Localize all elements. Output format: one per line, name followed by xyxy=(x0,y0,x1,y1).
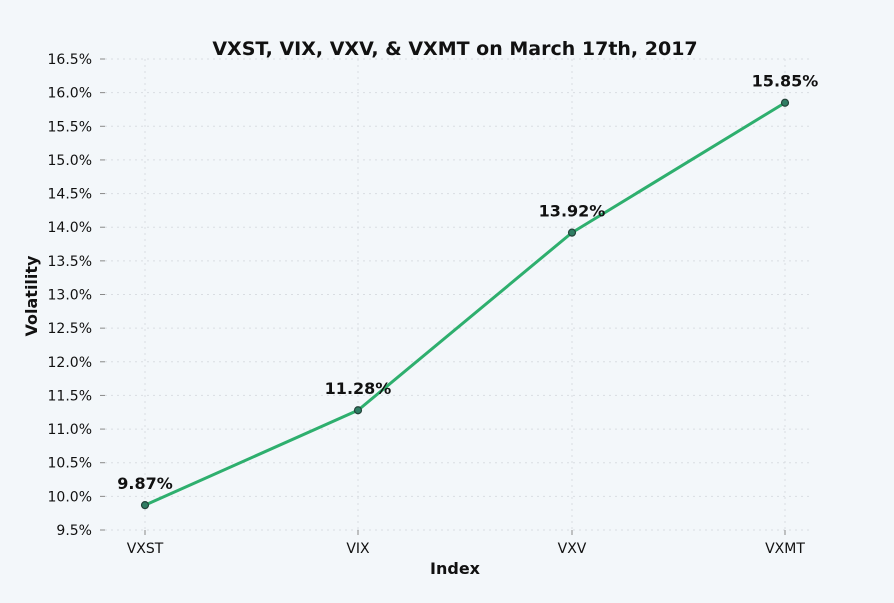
x-tick-label: VXMT xyxy=(765,541,805,557)
y-tick-label: 14.0% xyxy=(48,220,92,236)
grid-lines xyxy=(105,58,810,531)
data-point xyxy=(140,501,150,510)
y-tick-label: 15.0% xyxy=(48,153,92,169)
x-tick-label: VXST xyxy=(127,541,164,557)
y-tick-label: 12.5% xyxy=(48,321,92,337)
y-tick-label: 9.5% xyxy=(56,523,92,539)
data-point xyxy=(567,228,577,237)
x-axis-label: Index xyxy=(430,559,481,578)
y-tick-label: 11.0% xyxy=(48,422,92,438)
y-tick-label: 13.5% xyxy=(48,254,92,270)
y-tick-label: 16.0% xyxy=(48,86,92,102)
data-point xyxy=(353,406,363,415)
y-tick-label: 12.0% xyxy=(48,355,92,371)
y-tick-label: 14.5% xyxy=(48,187,92,203)
y-tick-label: 11.5% xyxy=(48,388,92,404)
y-tick-label: 16.5% xyxy=(48,52,92,68)
y-tick-label: 10.5% xyxy=(48,456,92,472)
series-line xyxy=(143,101,787,507)
data-label: 15.85% xyxy=(752,72,819,91)
data-point xyxy=(780,98,790,107)
data-label: 11.28% xyxy=(325,379,392,398)
y-tick-label: 15.5% xyxy=(48,119,92,135)
data-labels: 9.87% 11.28% 13.92% 15.85% xyxy=(117,72,818,493)
x-tick-label: VXV xyxy=(558,541,587,557)
data-label: 9.87% xyxy=(117,474,173,493)
y-tick-label: 13.0% xyxy=(48,288,92,304)
y-axis-ticks: 9.5% 10.0% 10.5% 11.0% 11.5% 12.0% 12.5% 13.0% 1… xyxy=(48,52,105,539)
y-axis-label: Volatility xyxy=(22,255,41,337)
y-tick-label: 10.0% xyxy=(48,489,92,505)
data-label: 13.92% xyxy=(539,202,606,221)
chart-title: VXST, VIX, VXV, & VXMT on March 17th, 20… xyxy=(212,38,697,60)
x-tick-label: VIX xyxy=(346,541,370,557)
series xyxy=(140,98,790,510)
x-axis-ticks: VXST VIX VXV VXMT xyxy=(127,530,805,557)
